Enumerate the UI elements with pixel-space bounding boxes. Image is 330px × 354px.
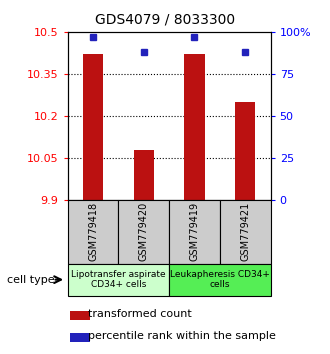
Bar	[70, 311, 90, 320]
Text: GSM779419: GSM779419	[189, 202, 200, 262]
Text: GSM779420: GSM779420	[139, 202, 149, 262]
Text: transformed count: transformed count	[88, 309, 192, 319]
Bar	[83, 54, 103, 200]
Bar	[118, 200, 169, 264]
Text: GSM779418: GSM779418	[88, 202, 98, 262]
Text: GSM779421: GSM779421	[240, 202, 250, 262]
Text: Lipotransfer aspirate
CD34+ cells: Lipotransfer aspirate CD34+ cells	[71, 270, 166, 289]
Text: cell type: cell type	[7, 275, 54, 285]
Bar	[134, 150, 154, 200]
Bar	[169, 264, 271, 296]
Bar	[220, 200, 271, 264]
Bar	[68, 200, 118, 264]
Bar	[184, 54, 205, 200]
Bar	[68, 264, 169, 296]
Bar	[70, 333, 90, 342]
Text: percentile rank within the sample: percentile rank within the sample	[88, 331, 276, 341]
Bar	[235, 102, 255, 200]
Bar	[169, 200, 220, 264]
Text: GDS4079 / 8033300: GDS4079 / 8033300	[95, 12, 235, 27]
Text: Leukapheresis CD34+
cells: Leukapheresis CD34+ cells	[170, 270, 270, 289]
